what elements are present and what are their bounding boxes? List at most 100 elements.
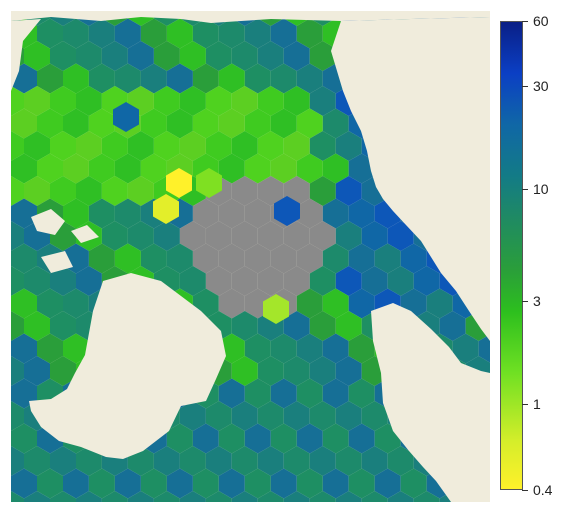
hex-cell	[296, 423, 323, 454]
hex-cell	[296, 153, 323, 184]
hex-cell	[218, 63, 245, 94]
hex-cell	[426, 288, 453, 319]
hex-cell	[127, 491, 154, 502]
hex-cell	[283, 131, 310, 161]
hex-cell	[309, 86, 336, 116]
hex-cell	[11, 491, 24, 502]
hex-cell	[387, 221, 414, 251]
hex-cell	[283, 266, 310, 296]
hex-cell	[348, 198, 375, 229]
hex-cell	[296, 378, 323, 409]
hex-cell	[361, 221, 388, 251]
hex-cell	[218, 243, 245, 274]
hex-cell	[283, 491, 310, 502]
hex-cell	[244, 468, 271, 499]
hex-cell	[76, 86, 102, 116]
hex-cell	[114, 198, 141, 229]
hex-cell	[50, 311, 76, 341]
hex-cell	[257, 401, 284, 431]
hex-cell	[244, 63, 271, 94]
hex-cell	[270, 468, 297, 499]
hex-cell	[387, 446, 414, 476]
colorbar-tick-label: 0.4	[533, 482, 553, 498]
hex-cell	[24, 131, 50, 161]
hex-cell	[257, 446, 284, 476]
hex-cell	[309, 221, 336, 251]
scandinavia-landmass	[371, 303, 490, 502]
hex-cell	[283, 446, 310, 476]
hex-cell	[309, 446, 336, 476]
hex-cell	[113, 102, 139, 132]
hex-cell	[231, 446, 258, 476]
canadian-islands	[31, 209, 99, 273]
hex-cell	[361, 446, 388, 476]
hex-cell	[218, 468, 245, 499]
hex-cell	[218, 423, 245, 454]
hex-cell	[101, 131, 128, 161]
hex-cell	[37, 108, 63, 139]
hex-cell	[179, 446, 206, 476]
hex-cell	[244, 108, 271, 139]
hex-cell	[11, 131, 24, 161]
hex-cell	[322, 243, 349, 274]
hex-cell	[309, 311, 336, 341]
hex-cell	[348, 423, 375, 454]
hex-cell	[63, 333, 89, 364]
hex-cell	[348, 378, 375, 409]
hex-cell	[335, 491, 362, 502]
hex-cell	[63, 18, 89, 49]
hex-cell	[179, 86, 206, 116]
hex-cell	[413, 266, 440, 296]
hex-cell	[270, 108, 297, 139]
greenland-landmass	[29, 273, 226, 459]
hex-cell	[11, 468, 37, 499]
hex-cell	[24, 491, 50, 502]
hex-cell	[192, 108, 219, 139]
hex-cell	[63, 108, 89, 139]
hex-cell	[322, 423, 349, 454]
hex-cell	[11, 446, 24, 476]
colorbar-tick-label: 60	[533, 13, 549, 29]
hex-cell	[361, 266, 388, 296]
hex-cell	[114, 63, 141, 94]
hex-cell	[153, 446, 180, 476]
hex-cell	[63, 153, 89, 184]
hex-cell	[257, 356, 284, 386]
colorbar-tick	[522, 301, 528, 302]
hex-cell	[196, 168, 222, 198]
hex-cell	[231, 86, 258, 116]
colorbar	[500, 21, 523, 490]
hex-cell	[231, 266, 258, 296]
hex-cell	[179, 131, 206, 161]
siberia-coast	[11, 11, 490, 23]
hex-cell	[257, 266, 284, 296]
hex-cell	[76, 266, 102, 296]
hex-cell	[270, 378, 297, 409]
hex-cell	[283, 356, 310, 386]
hex-cell	[11, 356, 24, 386]
hex-cell	[218, 18, 245, 49]
hex-cell	[231, 41, 258, 71]
hex-cell	[24, 176, 50, 206]
hex-cell	[231, 401, 258, 431]
hex-cell	[205, 401, 232, 431]
hex-cell	[37, 63, 63, 94]
hex-cell	[24, 266, 50, 296]
hex-cell	[11, 333, 37, 364]
hex-cell	[11, 288, 37, 319]
hex-cell	[50, 491, 76, 502]
hex-cell	[11, 153, 37, 184]
hex-cell	[348, 243, 375, 274]
hex-cell	[114, 468, 141, 499]
colorbar-tick	[522, 189, 528, 190]
hex-cell	[140, 468, 167, 499]
hex-cell	[218, 288, 245, 319]
colorbar-tick	[522, 404, 528, 405]
hex-cell	[309, 266, 336, 296]
hex-cell	[37, 468, 63, 499]
hex-cell	[257, 86, 284, 116]
hex-cell	[231, 491, 258, 502]
hex-cell	[127, 221, 154, 251]
hex-cell	[218, 108, 245, 139]
map-canvas	[11, 11, 490, 502]
